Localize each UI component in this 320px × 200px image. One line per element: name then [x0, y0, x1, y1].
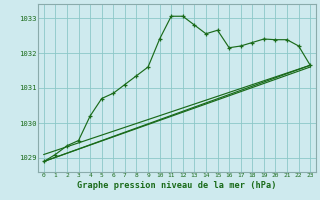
X-axis label: Graphe pression niveau de la mer (hPa): Graphe pression niveau de la mer (hPa): [77, 181, 277, 190]
